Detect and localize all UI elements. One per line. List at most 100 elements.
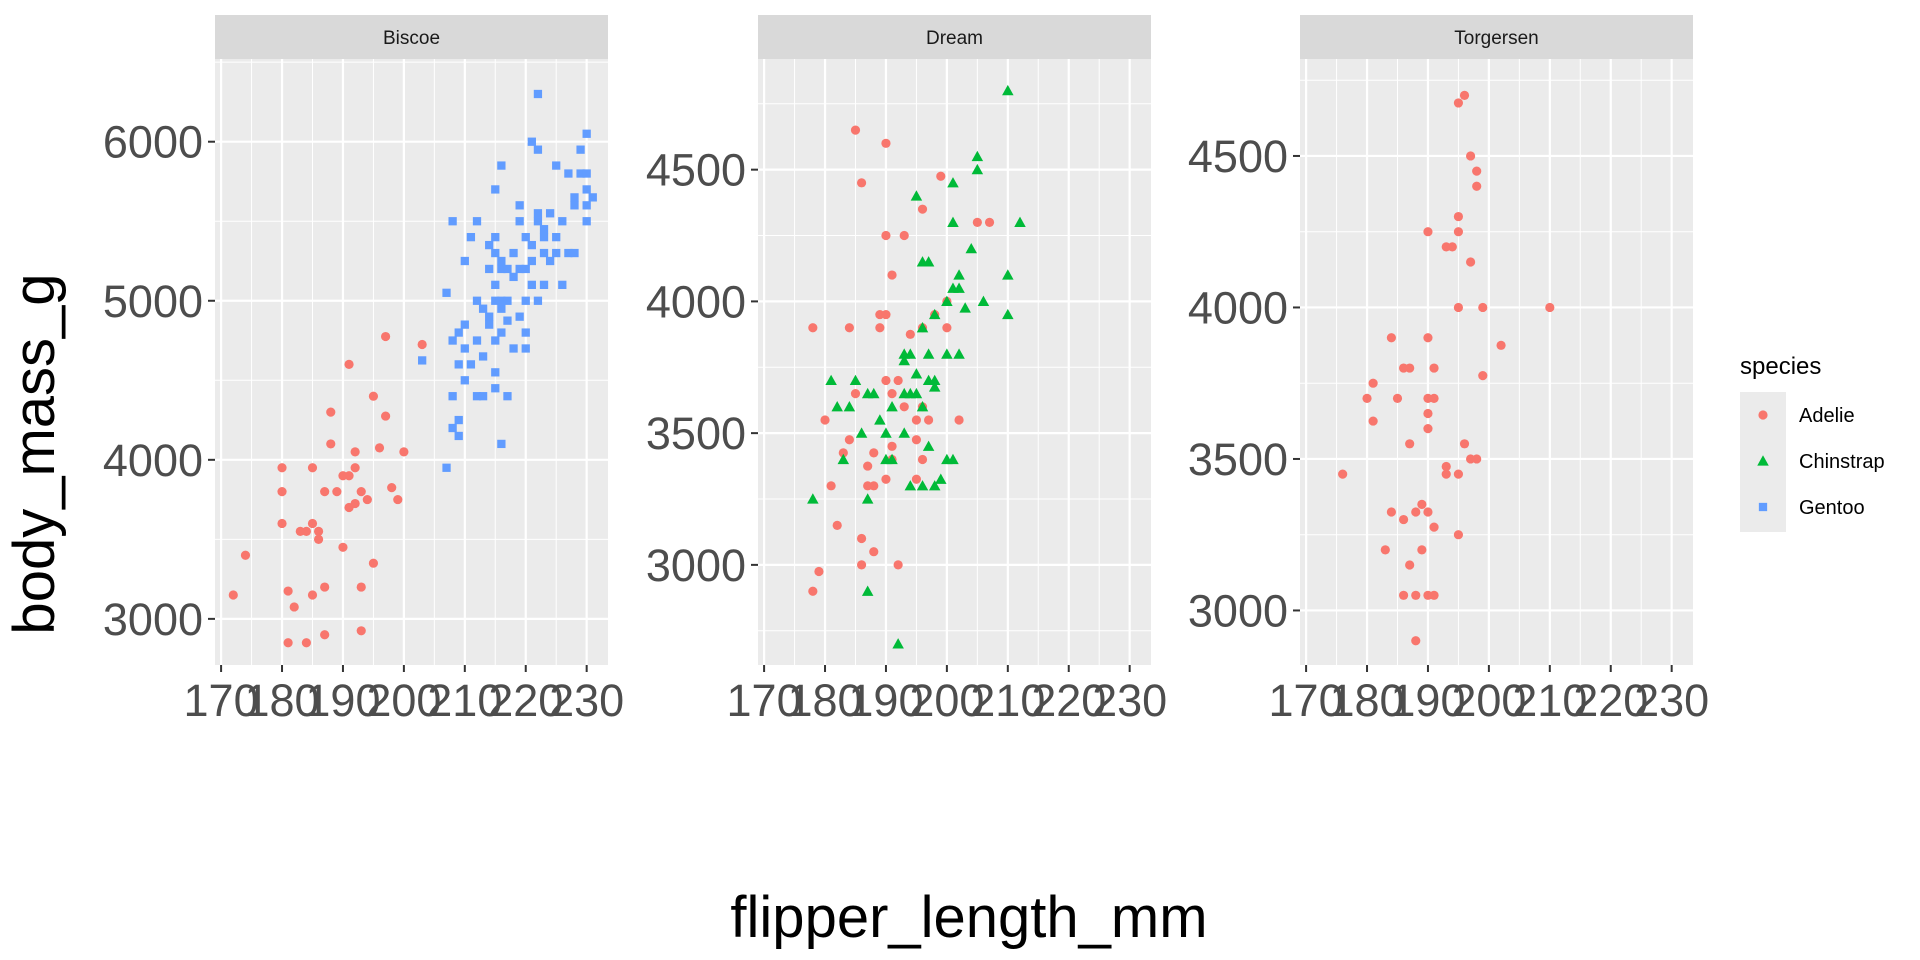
data-point [1453, 530, 1464, 540]
data-point [576, 169, 585, 178]
data-point [856, 178, 867, 188]
data-point [825, 374, 837, 386]
data-point [1423, 408, 1433, 419]
data-point [564, 169, 573, 178]
y-axis-title: body_mass_g [2, 273, 67, 634]
data-point [881, 230, 891, 241]
data-point [313, 534, 324, 544]
data-point [277, 518, 287, 529]
data-point [497, 256, 506, 266]
data-point [1478, 371, 1488, 381]
data-point [539, 248, 549, 258]
data-point [1441, 461, 1451, 472]
data-point [1478, 302, 1488, 313]
data-point [1411, 507, 1421, 517]
data-point [552, 248, 561, 258]
data-point [861, 585, 874, 596]
y-tick-label: 3500 [646, 408, 746, 459]
data-point [941, 348, 953, 359]
data-point [478, 392, 488, 401]
data-point [1453, 469, 1464, 479]
data-point [942, 323, 952, 333]
data-point [905, 329, 915, 339]
data-point [911, 435, 922, 445]
data-point [875, 323, 885, 333]
data-point [442, 288, 451, 297]
data-point [527, 240, 536, 250]
data-point [910, 190, 923, 201]
data-point [844, 435, 854, 445]
data-point [283, 638, 293, 648]
data-point [320, 582, 330, 592]
data-point [953, 282, 965, 293]
data-point [460, 256, 469, 266]
data-point [855, 427, 868, 438]
series-chinstrap [807, 84, 1026, 649]
data-point [904, 480, 917, 491]
x-tick-label: 210 [970, 675, 1045, 726]
data-point [552, 161, 561, 170]
data-point [527, 137, 536, 146]
data-point [558, 217, 567, 226]
data-point [831, 401, 843, 412]
data-point [515, 217, 524, 226]
data-point [454, 431, 463, 441]
data-point [1411, 590, 1421, 600]
data-point [503, 392, 512, 401]
data-point [808, 323, 818, 333]
data-point [381, 411, 391, 421]
data-point [868, 387, 880, 399]
data-point [887, 270, 897, 280]
x-tick-label: 230 [1092, 675, 1167, 726]
data-point [1423, 333, 1433, 343]
data-point [1459, 439, 1470, 449]
data-point [850, 125, 861, 135]
data-point [491, 233, 500, 242]
data-point [228, 590, 238, 600]
data-point [454, 415, 463, 425]
data-point [399, 447, 409, 457]
data-point [485, 312, 494, 321]
data-point [533, 217, 543, 226]
series-gentoo [418, 89, 597, 472]
data-point [454, 360, 463, 369]
data-point [971, 163, 984, 175]
data-point [1417, 499, 1427, 510]
legend-key-adelie [1758, 410, 1768, 420]
x-tick-label: 170 [1269, 675, 1344, 726]
data-point [832, 520, 842, 530]
data-point [582, 217, 591, 226]
data-point [1453, 227, 1464, 237]
data-point [418, 356, 427, 365]
data-point [289, 602, 299, 612]
y-tick-label: 4000 [646, 276, 746, 327]
x-tick-label: 180 [787, 675, 862, 726]
data-point [356, 582, 366, 592]
data-point [393, 494, 403, 505]
data-point [887, 441, 897, 451]
data-point [928, 308, 941, 320]
x-tick-label: 200 [909, 675, 984, 726]
data-point [460, 344, 469, 353]
data-point [838, 448, 848, 458]
data-point [533, 296, 543, 305]
data-point [917, 204, 928, 214]
data-point [910, 368, 923, 379]
data-point [922, 256, 935, 267]
y-tick-label: 6000 [103, 117, 203, 168]
data-point [1380, 545, 1390, 555]
data-point [497, 296, 506, 305]
data-point [977, 295, 990, 306]
data-point [277, 463, 287, 473]
data-point [1545, 302, 1555, 313]
data-point [911, 415, 922, 425]
facet-strip-label: Torgersen [1454, 28, 1539, 49]
legend-label-gentoo: Gentoo [1799, 497, 1865, 519]
data-point [1472, 454, 1482, 464]
data-point [283, 586, 293, 596]
y-tick-label: 3000 [103, 594, 203, 645]
data-point [1459, 90, 1470, 100]
y-tick-label: 4500 [1188, 131, 1288, 182]
